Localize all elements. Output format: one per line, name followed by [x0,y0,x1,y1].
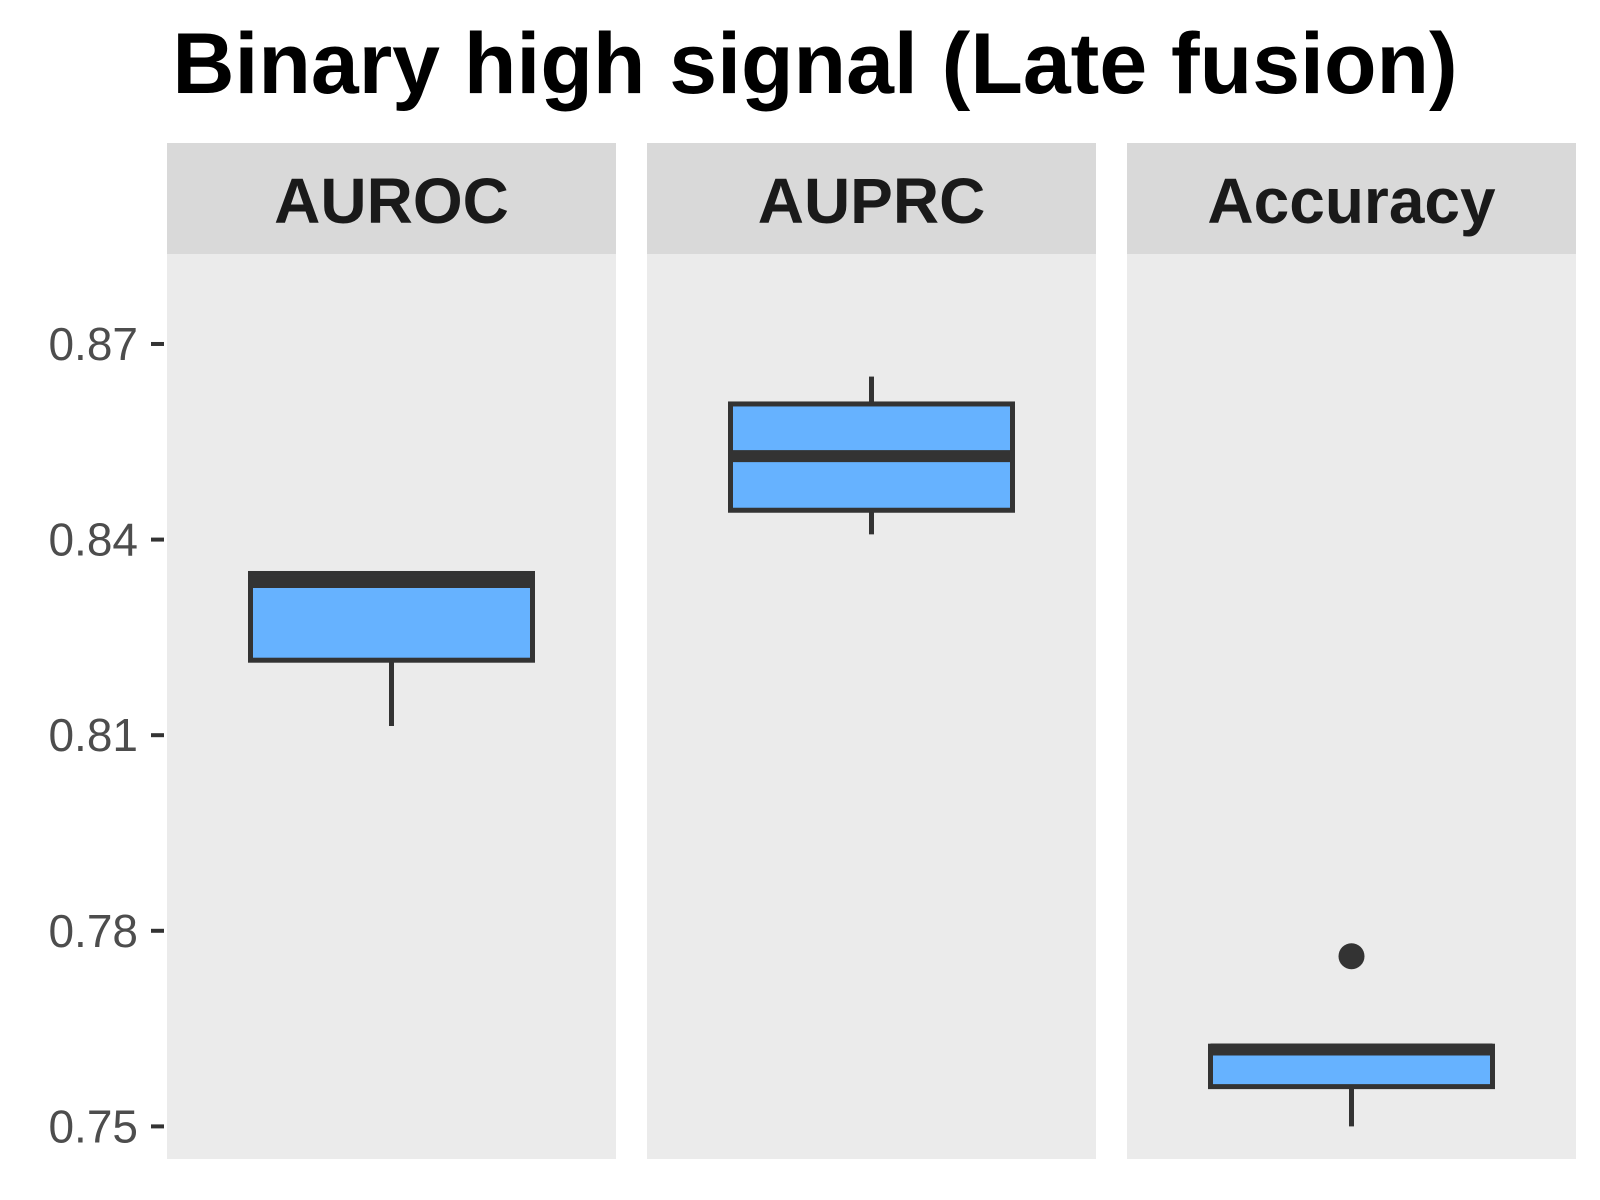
y-tick-label: 0.81 [48,709,138,761]
facet-strip [647,143,1096,254]
y-tick-label: 0.84 [48,514,138,566]
outlier-point [1338,943,1365,970]
y-axis: 0.75 0.78 0.81 0.84 0.87 [48,318,164,1152]
facet-strip-label: AUROC [274,165,509,237]
facet-strip-label: Accuracy [1207,165,1496,237]
y-tick-label: 0.78 [48,905,138,957]
facet-panels: AUROC AUPRC Accuracy [167,143,1576,1159]
y-tick-label: 0.75 [48,1100,138,1152]
facet-panel: AUPRC [647,143,1096,1159]
y-tick-label: 0.87 [48,318,138,370]
chart-title: Binary high signal (Late fusion) [172,16,1457,112]
facet-strip [167,143,616,254]
facet-strip [1127,143,1576,254]
facet-panel: Accuracy [1127,143,1576,1159]
facet-strip-label: AUPRC [758,165,986,237]
panel-background [1127,254,1576,1159]
facet-panel: AUROC [167,143,616,1159]
